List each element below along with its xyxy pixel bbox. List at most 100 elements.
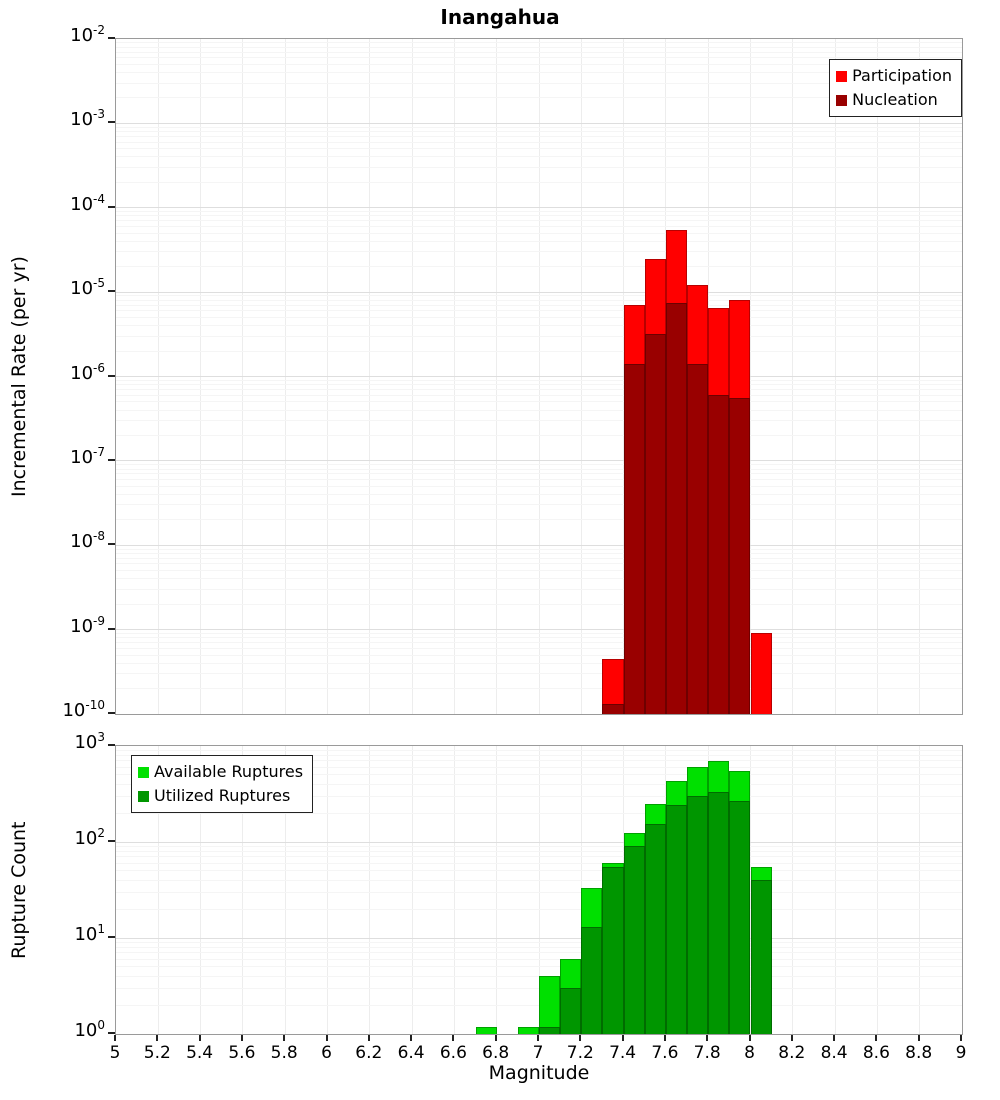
gridline-minor [116, 468, 962, 470]
gridline-minor [116, 72, 962, 74]
gridline-minor [116, 240, 962, 242]
x-tick-mark [875, 1035, 878, 1041]
gridline-major [116, 544, 962, 546]
y-axis-label-count: Rupture Count [8, 821, 30, 959]
bar-utilized-ruptures-7 [539, 1027, 561, 1034]
bar-nucleation-7.6 [665, 302, 688, 714]
x-tick-mark [621, 1035, 624, 1041]
gridline-minor [116, 394, 962, 396]
gridline-minor [116, 654, 962, 656]
y-tick-label: 10-4 [70, 191, 105, 215]
x-tick-mark [114, 1035, 116, 1041]
bar-utilized-ruptures-7.7 [687, 796, 709, 1034]
gridline-minor [116, 299, 962, 301]
gridline-major [116, 376, 962, 377]
y-tick-mark [108, 627, 115, 630]
y-tick-mark [108, 121, 115, 124]
gridline-minor [116, 304, 962, 306]
legend-label: Participation [852, 66, 952, 85]
participation-swatch-icon [836, 70, 848, 82]
gridline-minor [116, 211, 962, 213]
gridline-major [116, 460, 962, 462]
gridline-minor [116, 845, 962, 847]
gridline-minor [116, 795, 962, 797]
bar-utilized-ruptures-7.4 [623, 846, 645, 1034]
x-tick-mark [494, 1035, 497, 1041]
bar-utilized-ruptures-7.3 [602, 866, 624, 1034]
gridline-minor [116, 82, 962, 84]
x-tick-label: 5.4 [186, 1043, 214, 1063]
gridline-vertical [200, 746, 202, 1034]
gridline-minor [116, 148, 962, 150]
x-tick-label: 6 [321, 1043, 332, 1063]
gridline-minor [116, 166, 962, 168]
y-tick-label: 10-6 [70, 360, 105, 384]
gridline-minor [116, 335, 962, 337]
gridline-minor [116, 774, 962, 776]
gridline-minor [116, 325, 962, 327]
gridline-vertical [157, 746, 159, 1034]
y-tick-label: 10-7 [70, 444, 105, 468]
x-tick-label: 6.2 [355, 1043, 383, 1063]
x-tick-label: 8.8 [905, 1043, 933, 1063]
gridline-minor [116, 46, 962, 48]
gridline-major [116, 291, 962, 293]
gridline-minor [116, 563, 962, 565]
gridline-minor [116, 350, 962, 352]
x-tick-mark [325, 1035, 328, 1041]
gridline-minor [116, 251, 962, 253]
bar-utilized-ruptures-7.8 [708, 792, 730, 1034]
x-tick-mark [790, 1035, 793, 1041]
gridline-vertical [327, 746, 328, 1034]
y-tick-label: 102 [74, 826, 105, 849]
x-tick-label: 7 [532, 1043, 544, 1063]
y-tick-label: 10-9 [70, 613, 105, 637]
bar-nucleation-7.9 [729, 398, 751, 714]
gridline-vertical [369, 746, 371, 1034]
gridline-minor [116, 552, 962, 554]
x-tick-label: 7.8 [693, 1043, 721, 1063]
y-tick-mark [108, 205, 115, 208]
x-tick-mark [917, 1035, 920, 1041]
gridline-minor [116, 464, 962, 466]
gridline-minor [116, 379, 962, 381]
x-tick-mark [706, 1035, 709, 1041]
bar-nucleation-7.8 [708, 395, 730, 714]
gridline-minor [116, 317, 962, 319]
gridline-minor [116, 557, 962, 559]
gridline-minor [116, 642, 962, 644]
y-tick-mark [108, 936, 115, 938]
gridline-minor [116, 570, 962, 572]
y-tick-mark [108, 744, 115, 746]
gridline-minor [116, 673, 962, 675]
gridline-minor [116, 941, 962, 943]
gridline-vertical [919, 746, 921, 1034]
bar-utilized-ruptures-7.6 [665, 805, 688, 1034]
y-tick-label: 103 [74, 730, 105, 753]
gridline-minor [116, 749, 962, 751]
x-tick-label: 9 [955, 1043, 967, 1063]
y-tick-mark [108, 374, 115, 377]
bar-utilized-ruptures-7.1 [560, 988, 582, 1034]
y-tick-mark [108, 543, 115, 546]
bar-participation-7.3 [602, 658, 624, 714]
bar-utilized-ruptures-7.5 [644, 823, 666, 1034]
gridline-minor [116, 420, 962, 422]
gridline-minor [116, 156, 962, 158]
x-tick-mark [748, 1035, 751, 1041]
legend-label: Available Ruptures [154, 762, 304, 781]
gridline-minor [116, 97, 962, 99]
gridline-minor [116, 42, 962, 44]
gridline-minor [116, 966, 962, 968]
gridline-minor [116, 548, 962, 550]
x-tick-label: 6.6 [439, 1043, 467, 1063]
nucleation-swatch-icon [836, 94, 848, 106]
y-tick-label: 10-2 [70, 23, 105, 46]
gridline-vertical [242, 746, 244, 1034]
gridline-major [116, 629, 962, 631]
y-tick-mark [108, 712, 115, 714]
x-tick-label: 6.8 [482, 1043, 510, 1063]
gridline-minor [116, 295, 962, 297]
legend-label: Utilized Ruptures [154, 786, 291, 805]
gridline-minor [116, 135, 962, 137]
